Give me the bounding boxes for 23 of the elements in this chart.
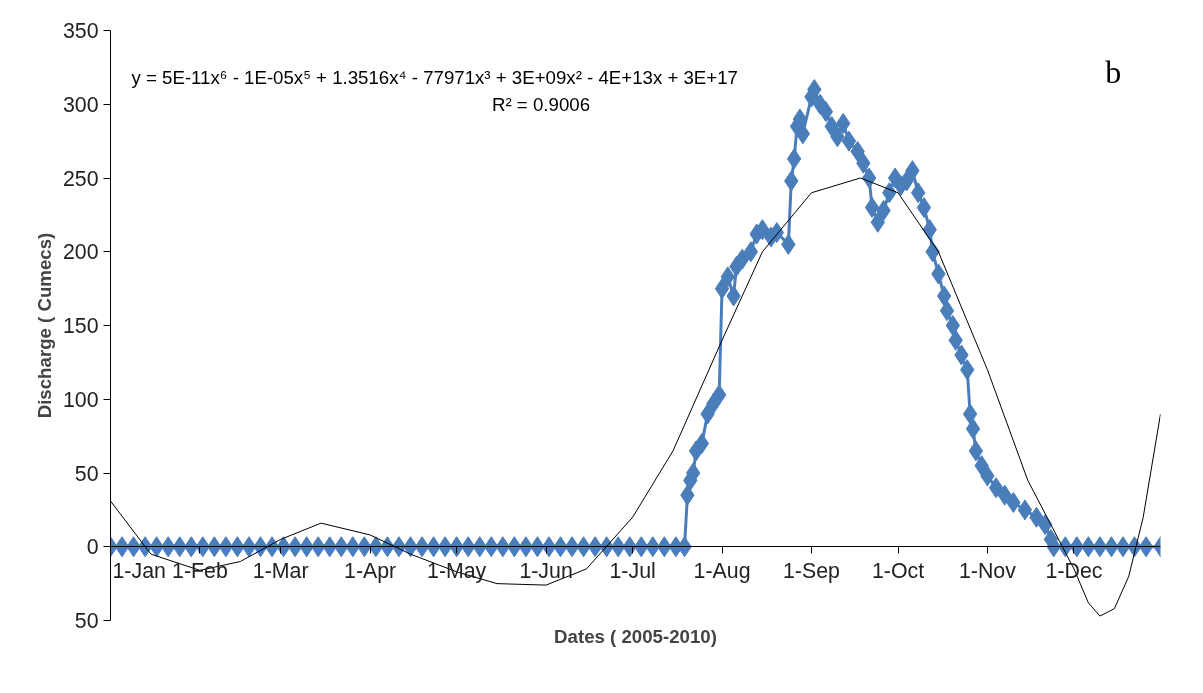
- x-tick-label: 1-Oct: [871, 558, 925, 583]
- y-tick-label: 300: [62, 92, 99, 117]
- x-tick-label: 1-Jun: [519, 558, 573, 583]
- x-tick-label: 1-Jul: [609, 558, 656, 583]
- x-tick-label: 1-Jan: [112, 558, 166, 583]
- annotation: R² = 0.9006: [492, 93, 591, 115]
- y-tick-label: 50: [74, 609, 99, 633]
- x-axis-title: Dates ( 2005-2010): [554, 625, 717, 647]
- y-axis-title: Discharge ( Cumecs): [33, 232, 55, 419]
- x-tick-label: 1-Mar: [252, 558, 309, 583]
- annotation: b: [1105, 53, 1122, 90]
- y-tick-label: 0: [86, 535, 99, 560]
- y-tick-label: 50: [74, 461, 99, 486]
- x-tick-label: 1-Apr: [344, 558, 397, 583]
- y-tick-label: 150: [62, 314, 99, 338]
- y-tick-label: 200: [62, 240, 99, 265]
- x-tick-label: 1-Nov: [958, 558, 1017, 583]
- y-tick-label: 100: [62, 387, 99, 412]
- annotation: y = 5E-11x⁶ - 1E-05x⁵ + 1.3516x⁴ - 77971x³ + 3E+09x² - 4E+13x + 3E+17: [131, 67, 738, 89]
- y-tick-label: 350: [62, 19, 99, 43]
- x-tick-label: 1-Aug: [693, 558, 751, 583]
- x-tick-label: 1-Sep: [783, 558, 840, 583]
- y-tick-label: 250: [62, 166, 99, 191]
